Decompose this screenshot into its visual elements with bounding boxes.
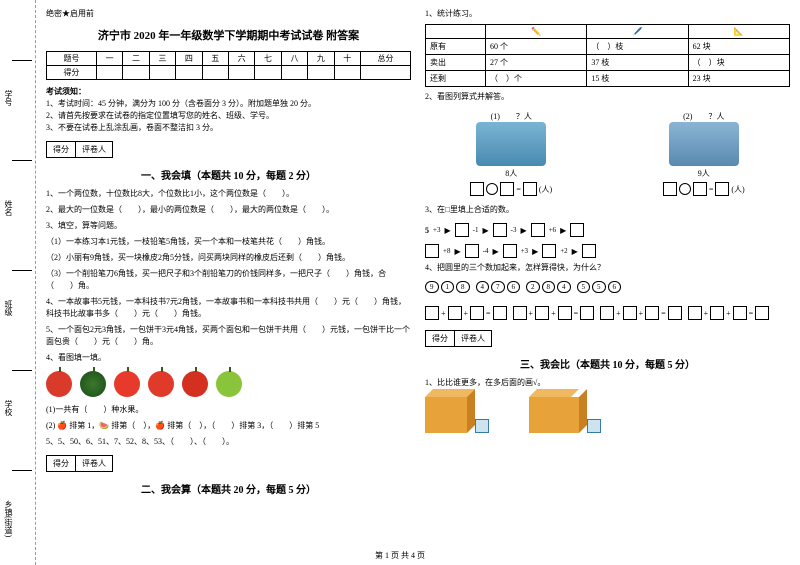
q3e: 5、一个面包2元3角钱，一包饼干3元4角钱，买两个面包和一包饼干共用（ ）元钱，…: [46, 324, 411, 348]
q3d: 4、一本故事书5元钱，一本科技书7元2角钱，一本故事书和一本科技书共用（ ）元（…: [46, 296, 411, 320]
bind-label: 乡镇(街道): [3, 500, 14, 537]
r-q2: 2、看图列算式并解答。: [425, 91, 790, 103]
r-q1: 1、统计练习。: [425, 8, 790, 20]
section-2-title: 二、我会算（本题共 20 分，每题 5 分）: [46, 481, 411, 496]
q3b: （2）小丽有9角钱，买一块橡皮2角5分钱，问买两块同样的橡皮后还剩（ ）角钱。: [46, 252, 411, 264]
q4: 4、看图填一填。: [46, 352, 411, 364]
binding-column: 乡镇(街道) 学校 班级 姓名 学号: [0, 0, 36, 565]
score-box-2: 得分评卷人: [46, 455, 411, 472]
secret-mark: 绝密★启用前: [46, 8, 411, 19]
fruit-icon: [80, 371, 106, 397]
s3-q1: 1、比比谁更多，在多后面的画√。: [425, 377, 790, 389]
stats-table: ✏️ 🖊️ 📐 原有60 个（ ）枝62 块 卖出27 个37 枝（ ）块 还剩…: [425, 24, 790, 87]
chain-2: +8▶ -4▶ +3▶ +2▶: [425, 244, 790, 258]
q5: 5、5、50、6、51、7、52、8、53、（ ）、（ ）。: [46, 436, 411, 448]
score-box-3: 得分评卷人: [425, 330, 790, 347]
bind-label: 学校: [3, 400, 14, 416]
q4b: (2) 🍎 排第 1，🍉 排第（ ），🍎 排第（ ），（ ）排第 3，（ ）排第…: [46, 420, 411, 432]
score-box-1: 得分评卷人: [46, 141, 411, 158]
score-table: 题号一 二三 四五 六七 八九 十总分 得分: [46, 51, 411, 80]
q2: 2、最大的一位数是（ ），最小的两位数是（ ），最大的两位数是（ ）。: [46, 204, 411, 216]
fruit-icon: [114, 371, 140, 397]
exam-title: 济宁市 2020 年一年级数学下学期期中考试试卷 附答案: [46, 27, 411, 43]
section-3-title: 三、我会比（本题共 10 分，每题 5 分）: [425, 356, 790, 371]
section-1-title: 一、我会填（本题共 10 分，每题 2 分）: [46, 167, 411, 182]
page-footer: 第 1 页 共 4 页: [0, 550, 800, 561]
bind-label: 班级: [3, 300, 14, 316]
answer-box[interactable]: [587, 419, 601, 433]
q1: 1、一个两位数，十位数比8大，个位数比1小，这个两位数是（ ）。: [46, 188, 411, 200]
cube-icon: [425, 397, 467, 433]
scene-pic-2: [669, 122, 739, 166]
page-content: 绝密★启用前 济宁市 2020 年一年级数学下学期期中考试试卷 附答案 题号一 …: [36, 0, 800, 565]
bind-label: 姓名: [3, 200, 14, 216]
oval-groups: 918 476 284 556: [425, 281, 790, 293]
bind-label: 学号: [3, 90, 14, 106]
fruit-icon: [148, 371, 174, 397]
oval-eqs: ++= ++= ++= ++=: [425, 303, 790, 320]
r-q3: 3、在□里填上合适的数。: [425, 204, 790, 216]
fruit-icon: [182, 371, 208, 397]
right-column: 1、统计练习。 ✏️ 🖊️ 📐 原有60 个（ ）枝62 块 卖出27 个37 …: [425, 8, 790, 549]
left-column: 绝密★启用前 济宁市 2020 年一年级数学下学期期中考试试卷 附答案 题号一 …: [46, 8, 411, 549]
cube-compare: [425, 397, 790, 433]
scene-pic-1: [476, 122, 546, 166]
chain-1: 5+3▶ -1▶ -3▶ +6▶: [425, 223, 790, 237]
q3: 3、填空，算等问题。: [46, 220, 411, 232]
fruit-icon: [46, 371, 72, 397]
fruit-row: [46, 371, 411, 397]
q3a: （1）一本练习本1元钱，一枝铅笔5角钱，买一个本和一枝笔共花（ ）角钱。: [46, 236, 411, 248]
exam-notice: 考试须知： 1、考试时间：45 分钟，满分为 100 分（含卷面分 3 分）。附…: [46, 84, 411, 134]
cube-icon: [529, 397, 579, 433]
q4a: (1)一共有（ ）种水果。: [46, 404, 411, 416]
r-q4: 4、把圆里的三个数加起来，怎样算得快，为什么？: [425, 262, 790, 274]
picture-problems: (1) ？人 8人 =(人) (2) ？人 9人 =(人): [425, 111, 790, 196]
fruit-icon: [216, 371, 242, 397]
q3c: （3）一个削铅笔刀6角钱，买一把尺子和3个削铅笔刀的价钱同样多，一把尺子（ ）角…: [46, 268, 411, 292]
answer-box[interactable]: [475, 419, 489, 433]
